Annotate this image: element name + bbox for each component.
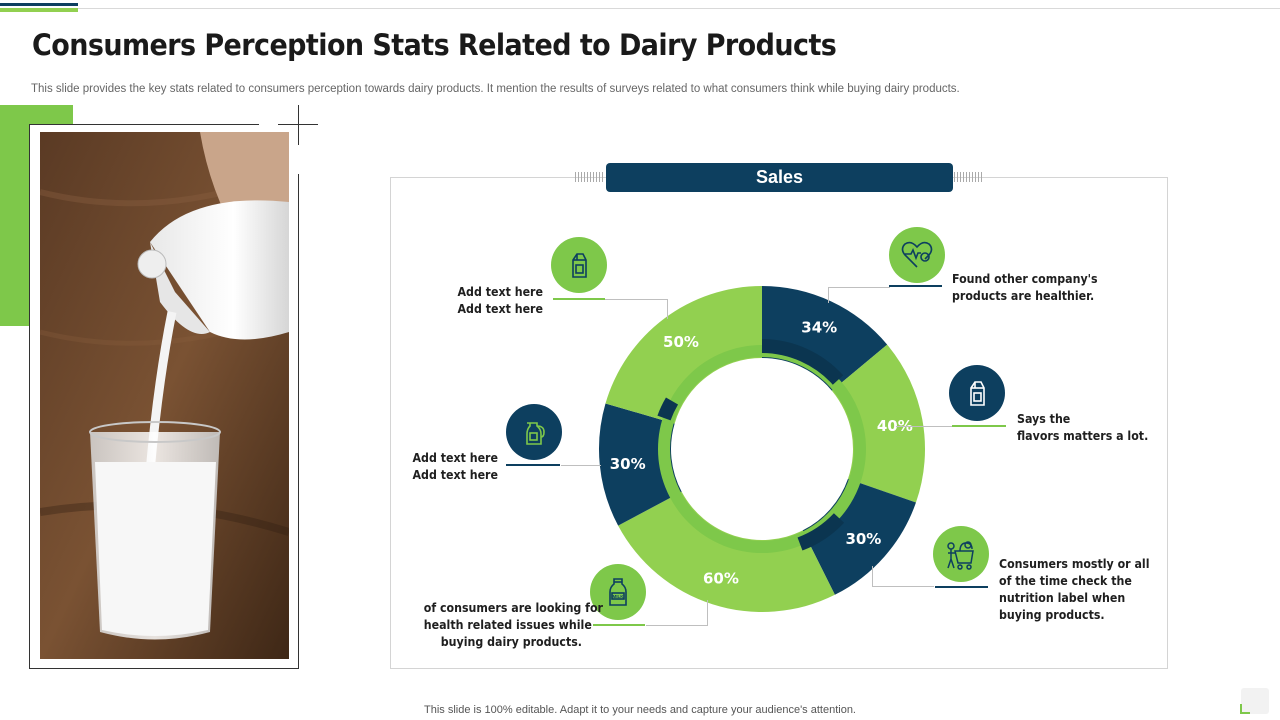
milk-carton-icon: [551, 237, 607, 293]
donut-segment-6: [605, 286, 762, 424]
donut-segment-3: [802, 478, 916, 595]
milk-jug-icon: [506, 404, 562, 460]
milk-carton-icon: [949, 365, 1005, 421]
connector-bottom-right: [872, 566, 934, 587]
donut-inner-shade-a: [761, 339, 844, 385]
svg-text:MILK: MILK: [613, 594, 625, 599]
callout-text-bottom-left: of consumers are looking for health relat…: [423, 601, 604, 649]
callout-underline: [935, 586, 988, 588]
callout-underline: [889, 285, 942, 287]
callout-underline: [553, 298, 605, 300]
crosshair-vertical: [298, 105, 299, 145]
donut-segment-1: [762, 286, 888, 391]
donut-segment-label: 40%: [877, 417, 913, 435]
callout-text-bottom-right: Consumers mostly or all of the time check…: [999, 557, 1150, 622]
header-ticks-right: [954, 172, 984, 182]
connector-bottom-left: [646, 600, 708, 626]
donut-inner-shade-c: [657, 397, 679, 421]
footer-note: This slide is 100% editable. Adapt it to…: [424, 704, 856, 716]
callout-text-mid-left: Add text here Add text here: [412, 451, 498, 482]
donut-inner-shade-b: [797, 513, 845, 551]
connector-top-right: [828, 287, 890, 303]
heart-pulse-icon: [889, 227, 945, 283]
donut-segment-label: 34%: [801, 319, 837, 337]
connector-mid-right: [896, 426, 952, 427]
corner-mark: [1240, 704, 1250, 714]
top-accent-bar: [0, 3, 78, 6]
connector-top-left: [605, 299, 668, 319]
donut-segment-label: 30%: [610, 455, 646, 473]
header-ticks-left: [575, 172, 605, 182]
milk-bottle-icon: MILK: [590, 564, 646, 620]
chart-header-label: Sales: [755, 167, 804, 187]
chart-header: Sales: [606, 163, 953, 192]
milk-pouring-photo: [40, 132, 289, 659]
connector-mid-left: [561, 465, 601, 466]
donut-segment-label: 30%: [845, 530, 881, 548]
page-title: Consumers Perception Stats Related to Da…: [32, 28, 837, 62]
callout-underline: [952, 425, 1006, 427]
top-accent-bar-green: [0, 8, 78, 12]
callout-text-mid-right: Says the flavors matters a lot.: [1017, 412, 1149, 443]
callout-text-top-left: Add text here Add text here: [457, 285, 543, 316]
callout-text-top-right: Found other company's products are health…: [952, 272, 1098, 303]
corner-button[interactable]: [1241, 688, 1269, 714]
page-subtitle: This slide provides the key stats relate…: [31, 83, 960, 95]
shopping-cart-person-icon: [933, 526, 989, 582]
donut-segment-4: [618, 491, 835, 612]
top-rule: [0, 8, 1280, 9]
callout-underline: [593, 624, 645, 626]
callout-underline: [506, 464, 560, 466]
donut-segment-label: 60%: [703, 570, 739, 588]
donut-segment-label: 50%: [663, 333, 699, 351]
